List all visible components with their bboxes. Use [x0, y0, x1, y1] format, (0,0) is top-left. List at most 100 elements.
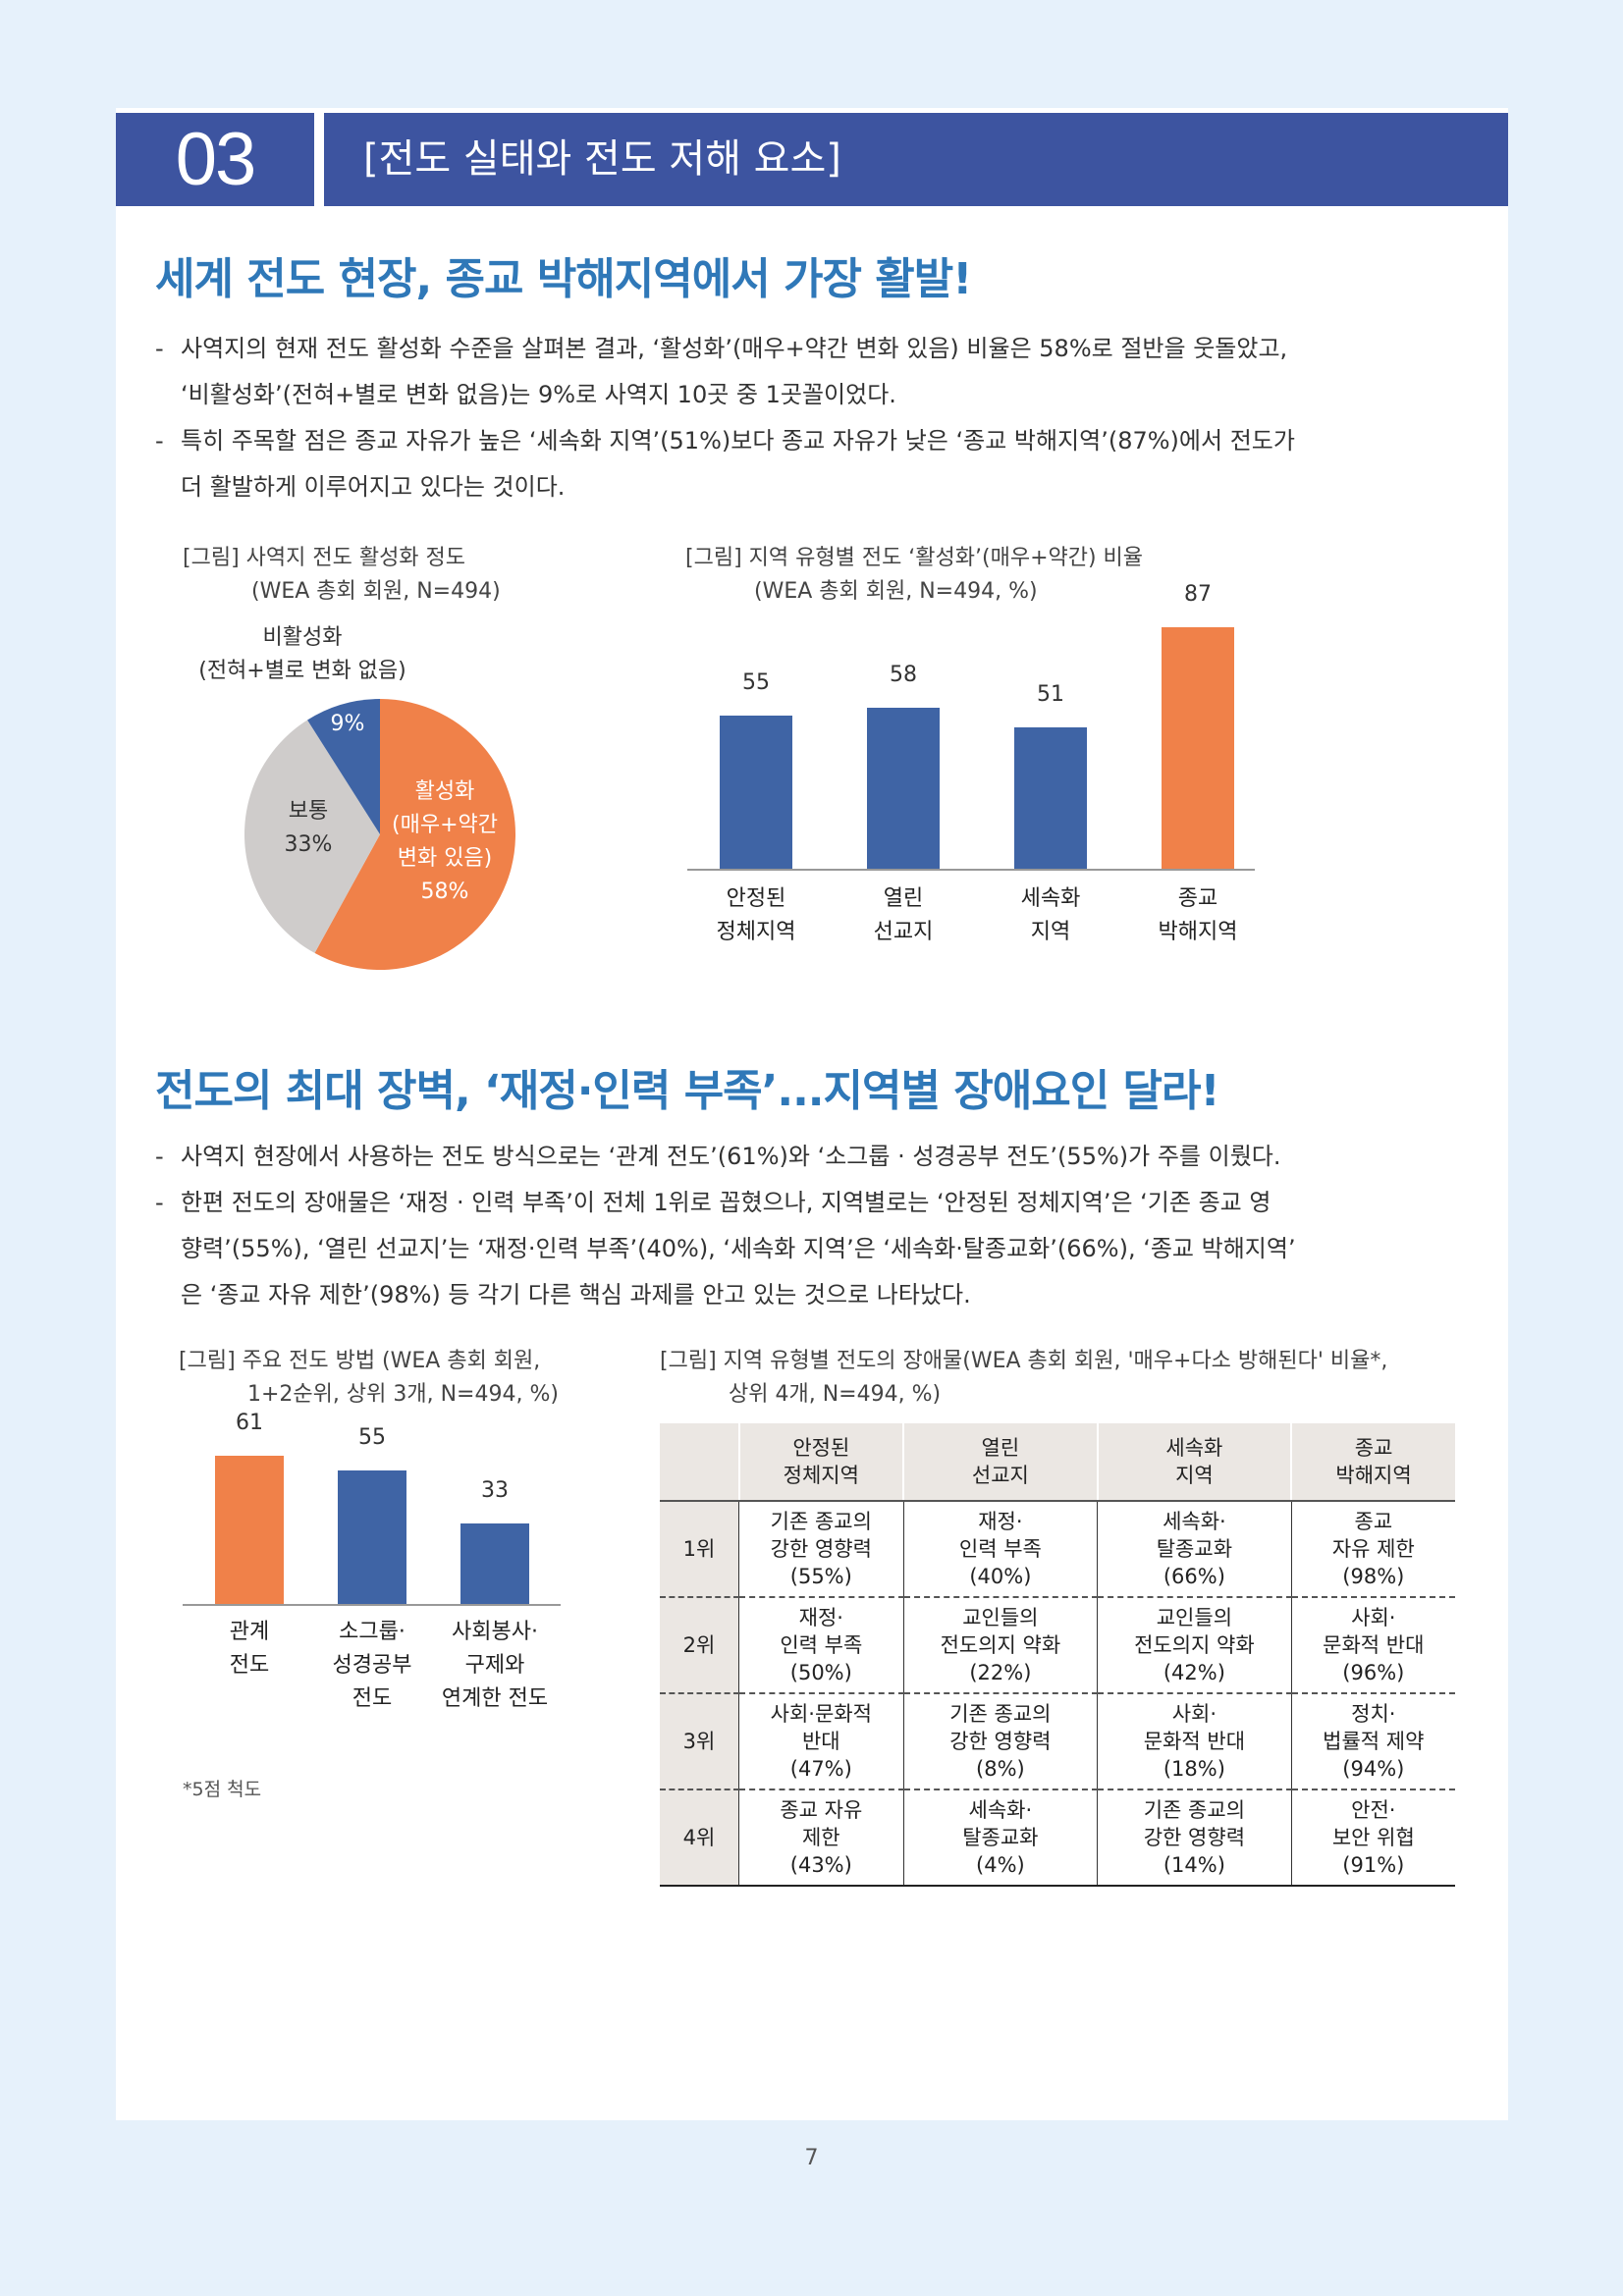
pie-label-line: 보통	[288, 799, 329, 824]
bar	[1014, 726, 1087, 869]
bar-value-label: 51	[1037, 681, 1064, 707]
cell-line: 제한	[801, 1826, 840, 1849]
cell-line: (66%)	[1163, 1565, 1225, 1588]
pie-label-line: 변화 있음)	[397, 846, 493, 871]
table-body: 1위 기존 종교의 강한 영향력 (55%) 재정· 인력 부족 (40%) 세속화· 탈종교화…	[660, 1501, 1455, 1887]
tick-line: 열린	[883, 886, 924, 911]
cell-line: 자유 제한	[1331, 1537, 1415, 1561]
region-bar-caption: [그림] 지역 유형별 전도 ‘활성화’(매우+약간) 비율 (WEA 총회 회…	[685, 542, 1143, 609]
cell-line: (22%)	[969, 1661, 1032, 1684]
tick-line: 지역	[1030, 920, 1071, 944]
cell-line: 기존 종교의	[770, 1510, 872, 1533]
pie-slice-inactive	[307, 699, 380, 834]
cell-line: (42%)	[1163, 1661, 1225, 1684]
cell-line: 탈종교화	[962, 1826, 1039, 1849]
pie-label-line: 활성화	[414, 779, 475, 804]
cell-line: 재정·	[978, 1510, 1023, 1533]
rank-cell: 1위	[660, 1501, 739, 1598]
cell-line: 사회·	[1351, 1606, 1396, 1629]
header-line: 지역	[1175, 1464, 1214, 1487]
tick-line: 사회봉사·	[452, 1620, 538, 1644]
caption-line: [그림] 주요 전도 방법 (WEA 총회 회원,	[179, 1349, 541, 1373]
table-cell: 기존 종교의 강한 영향력 (8%)	[903, 1693, 1099, 1790]
table-cell: 세속화· 탈종교화 (4%)	[903, 1789, 1099, 1887]
bullet-item: 한편 전도의 장애물은 ‘재정 · 인력 부족’이 전체 1위로 꼽혔으나, 지…	[155, 1180, 1471, 1318]
bar	[1162, 626, 1234, 869]
tick-line: 안정된	[726, 886, 786, 911]
caption-line: [그림] 사역지 전도 활성화 정도	[183, 546, 466, 570]
bullet-line: 사역지 현장에서 사용하는 전도 방식으로는 ‘관계 전도’(61%)와 ‘소그…	[181, 1143, 1281, 1170]
tick-line: 소그룹·	[339, 1620, 406, 1644]
tick-line: 전도	[352, 1686, 393, 1711]
cell-line: (8%)	[976, 1757, 1025, 1781]
cell-line: 문화적 반대	[1143, 1730, 1246, 1753]
tick-line: 성경공부	[332, 1653, 412, 1678]
pie-label-inactive: 9%	[330, 712, 365, 736]
cell-line: 안전·	[1351, 1798, 1396, 1822]
pie-caption: [그림] 사역지 전도 활성화 정도 (WEA 총회 회원, N=494)	[183, 542, 501, 609]
cell-line: 강한 영향력	[1143, 1826, 1246, 1849]
table-column-header: 안정된 정체지역	[738, 1423, 905, 1502]
caption-line: 1+2순위, 상위 3개, N=494, %)	[247, 1382, 559, 1407]
bullet-line: ‘비활성화’(전혀+별로 변화 없음)는 9%로 사역지 10곳 중 1곳꼴이었…	[181, 381, 896, 408]
cell-line: 탈종교화	[1156, 1537, 1233, 1561]
cell-line: 보안 위협	[1331, 1826, 1415, 1849]
header-line: 종교	[1354, 1436, 1393, 1460]
table-cell: 안전· 보안 위협 (91%)	[1291, 1789, 1455, 1887]
pie-slice-active	[314, 699, 515, 970]
cell-line: (55%)	[789, 1565, 852, 1588]
pie-label-line: (매우+약간	[392, 813, 498, 837]
bullet-line: 향력’(55%), ‘열린 선교지’는 ‘재정·인력 부족’(40%), ‘세속…	[181, 1235, 1296, 1262]
tick-line: 구제와	[464, 1653, 525, 1678]
tick-line: 박해지역	[1158, 920, 1238, 944]
cell-line: 세속화·	[1163, 1510, 1226, 1533]
table-row: 1위 기존 종교의 강한 영향력 (55%) 재정· 인력 부족 (40%) 세속화· 탈종교화…	[660, 1501, 1455, 1598]
caption-line: (WEA 총회 회원, N=494, %)	[754, 579, 1038, 604]
cell-line: 전도의지 약화	[1134, 1633, 1255, 1657]
cell-line: 사회·	[1171, 1702, 1217, 1726]
cell-line: 교인들의	[1156, 1606, 1233, 1629]
x-axis-line	[183, 1604, 561, 1606]
cell-line: 정치·	[1351, 1702, 1396, 1726]
tick-line: 종교	[1177, 886, 1218, 911]
table-cell: 기존 종교의 강한 영향력 (55%)	[738, 1501, 904, 1598]
bar	[720, 716, 792, 869]
tick-line: 연계한 전도	[441, 1686, 549, 1711]
cell-line: (98%)	[1342, 1565, 1405, 1588]
cell-line: (47%)	[789, 1757, 852, 1781]
header-line: 안정된	[792, 1436, 850, 1460]
bar	[867, 707, 940, 869]
cell-line: 법률적 제약	[1323, 1730, 1425, 1753]
cell-line: (91%)	[1342, 1853, 1405, 1877]
table-column-header: 종교 박해지역	[1291, 1423, 1455, 1502]
cell-line: 재정·	[798, 1606, 843, 1629]
cell-line: (94%)	[1342, 1757, 1405, 1781]
header-line: 선교지	[971, 1464, 1029, 1487]
x-tick-label: 열린 선교지	[835, 882, 972, 949]
bullet-line: 특히 주목할 점은 종교 자유가 높은 ‘세속화 지역’(51%)보다 종교 자…	[181, 427, 1295, 454]
table-column-header: 열린 선교지	[903, 1423, 1099, 1502]
table-column-header: 세속화 지역	[1097, 1423, 1293, 1502]
tick-line: 정체지역	[716, 920, 796, 944]
method-bar-caption: [그림] 주요 전도 방법 (WEA 총회 회원, 1+2순위, 상위 3개, …	[179, 1345, 559, 1412]
cell-line: 종교 자유	[780, 1798, 863, 1822]
x-tick-label: 세속화 지역	[982, 882, 1119, 949]
section1-bullets: 사역지의 현재 전도 활성화 수준을 살펴본 결과, ‘활성화’(매우+약간 변…	[155, 326, 1471, 510]
caption-line: (WEA 총회 회원, N=494)	[251, 579, 501, 604]
page-number: 7	[804, 2146, 819, 2170]
cell-line: (96%)	[1342, 1661, 1405, 1684]
bar-value-label: 55	[358, 1425, 386, 1451]
header-line: 정체지역	[783, 1464, 859, 1487]
cell-line: 전도의지 약화	[940, 1633, 1061, 1657]
table-cell: 사회· 문화적 반대 (96%)	[1291, 1597, 1455, 1694]
header-line: 박해지역	[1335, 1464, 1412, 1487]
cell-line: (40%)	[969, 1565, 1032, 1588]
bar-value-label: 58	[890, 662, 917, 687]
cell-line: (43%)	[789, 1853, 852, 1877]
table-corner-cell	[660, 1423, 740, 1502]
bullet-item: 사역지 현장에서 사용하는 전도 방식으로는 ‘관계 전도’(61%)와 ‘소그…	[155, 1134, 1471, 1180]
